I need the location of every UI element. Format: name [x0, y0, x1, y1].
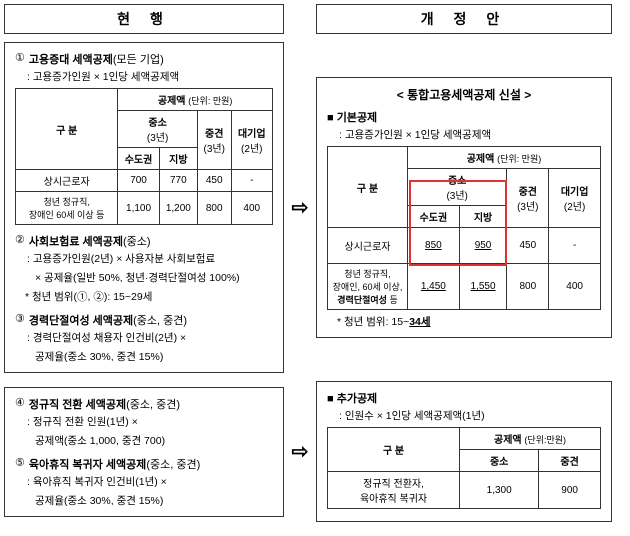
- s5-desc2: 공제율(중소 30%, 중견 15%): [35, 493, 273, 508]
- s4-title: 정규직 전환 세액공제: [29, 399, 126, 411]
- panel-current-top: ① 고용증대 세액공제(모든 기업) : 고용증가인원 × 1인당 세액공제액 …: [4, 42, 284, 373]
- rt-desc: : 고용증가인원 × 1인당 세액공제액: [339, 127, 601, 142]
- th-amt: 공제액 (단위: 만원): [408, 147, 601, 169]
- th-small: 중소(3년): [118, 111, 198, 148]
- panel-revised-bot: ■ 추가공제 : 인원수 × 1인당 세액공제액(1년) 구 분 공제액 (단위…: [316, 381, 612, 522]
- s3-paren: (중소, 중견): [133, 315, 187, 327]
- num-3: ③: [15, 312, 25, 325]
- th-amt: 공제액 (단위:만원): [460, 428, 601, 450]
- s3-desc2: 공제율(중소 30%, 중견 15%): [35, 349, 273, 364]
- num-1: ①: [15, 51, 25, 64]
- s2-desc2: × 공제율(일반 50%, 청년·경력단절여성 100%): [35, 270, 273, 285]
- table-row: 상시근로자 700 770 450 -: [16, 170, 273, 192]
- s3-desc1: : 경력단절여성 채용자 인건비(2년) ×: [27, 330, 273, 345]
- arrow-icon: ⇨: [288, 195, 312, 220]
- th-loc: 지방: [459, 206, 507, 228]
- spacer: [288, 8, 312, 31]
- note-12: * 청년 범위(①, ②): 15~29세: [25, 289, 273, 304]
- th-amt: 공제액 (단위: 만원): [118, 89, 273, 111]
- header-revised: 개 정 안: [316, 4, 612, 34]
- s1-title: 고용증대 세액공제: [29, 54, 113, 66]
- s5-title: 육아휴직 복귀자 세액공제: [29, 459, 146, 471]
- th-loc: 지방: [159, 148, 197, 170]
- th-cat: 구 분: [328, 147, 408, 228]
- arrow-icon: ⇨: [288, 439, 312, 464]
- table-row: 청년 정규직,장애인, 60세 이상,경력단절여성 등 1,450 1,550 …: [328, 264, 601, 310]
- s5-desc1: : 육아휴직 복귀자 인건비(1년) ×: [27, 474, 273, 489]
- th-mid: 중견(3년): [507, 169, 549, 228]
- th-big: 대기업(2년): [549, 169, 601, 228]
- table-row: 상시근로자 850 950 450 -: [328, 228, 601, 264]
- rb-desc: : 인원수 × 1인당 세액공제액(1년): [339, 408, 601, 423]
- s1-paren: (모든 기업): [113, 54, 164, 66]
- table-revised-main: 구 분 공제액 (단위: 만원) 중소(3년) 중견(3년) 대기업(2년) 수…: [327, 146, 601, 310]
- header-current: 현 행: [4, 4, 284, 34]
- th-cat: 구 분: [328, 428, 460, 472]
- bullet-add: ■ 추가공제: [327, 390, 601, 406]
- right-top-title: < 통합고용세액공제 신설 >: [327, 86, 601, 103]
- th-cap: 수도권: [408, 206, 460, 228]
- panel-current-bot: ④ 정규직 전환 세액공제(중소, 중견) : 정규직 전환 인원(1년) × …: [4, 387, 284, 517]
- th-big: 대기업(2년): [231, 111, 272, 170]
- panel-revised-top: < 통합고용세액공제 신설 > ■ 기본공제 : 고용증가인원 × 1인당 세액…: [316, 77, 612, 338]
- table-row: 청년 정규직,장애인 60세 이상 등 1,100 1,200 800 400: [16, 192, 273, 225]
- th-small: 중소: [460, 450, 539, 472]
- num-4: ④: [15, 396, 25, 409]
- s2-title: 사회보험료 세액공제: [29, 236, 123, 248]
- th-cat: 구 분: [16, 89, 118, 170]
- s4-desc2: 공제액(중소 1,000, 중견 700): [35, 433, 273, 448]
- s2-paren: (중소): [123, 236, 151, 248]
- s3-title: 경력단절여성 세액공제: [29, 315, 133, 327]
- th-mid: 중견: [539, 450, 601, 472]
- th-cap: 수도권: [118, 148, 159, 170]
- table-current-main: 구 분 공제액 (단위: 만원) 중소(3년) 중견(3년) 대기업(2년) 수…: [15, 88, 273, 225]
- s4-paren: (중소, 중견): [126, 399, 180, 411]
- num-5: ⑤: [15, 456, 25, 469]
- rt-note: * 청년 범위: 15~34세: [337, 314, 601, 329]
- num-2: ②: [15, 233, 25, 246]
- s4-desc1: : 정규직 전환 인원(1년) ×: [27, 414, 273, 429]
- bullet-basic: ■ 기본공제: [327, 109, 601, 125]
- s2-desc1: : 고용증가인원(2년) × 사용자분 사회보험료: [27, 251, 273, 266]
- table-revised-add: 구 분 공제액 (단위:만원) 중소 중견 정규직 전환자,육아휴직 복귀자 1…: [327, 427, 601, 509]
- s5-paren: (중소, 중견): [146, 459, 200, 471]
- table-row: 정규직 전환자,육아휴직 복귀자 1,300 900: [328, 472, 601, 509]
- th-small: 중소(3년): [408, 169, 507, 206]
- th-mid: 중견(3년): [197, 111, 231, 170]
- s1-desc: : 고용증가인원 × 1인당 세액공제액: [27, 69, 273, 84]
